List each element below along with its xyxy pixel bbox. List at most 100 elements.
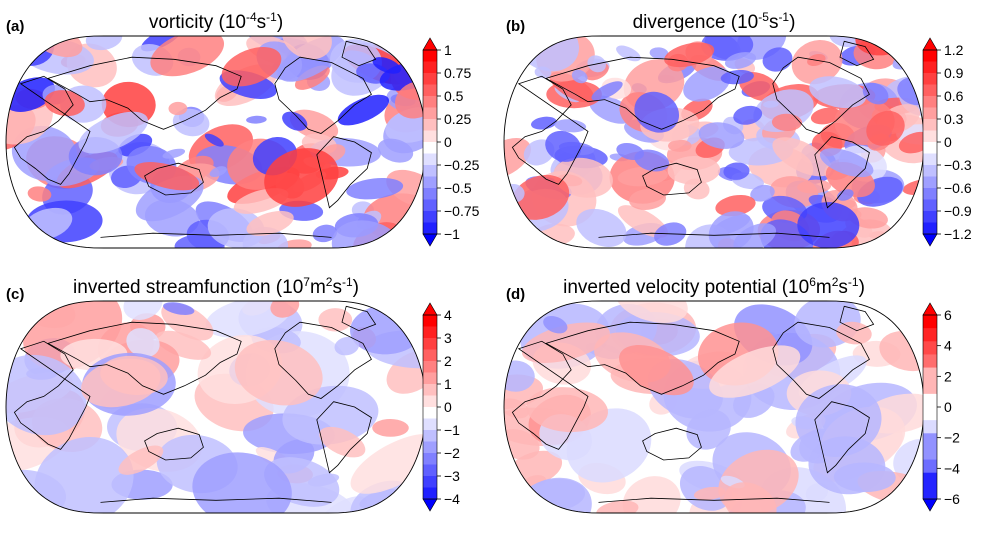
colorbar-segment — [423, 441, 437, 454]
anomaly-blob — [155, 330, 212, 360]
coastline — [274, 56, 372, 134]
coastline — [100, 232, 332, 238]
coastline — [839, 305, 875, 332]
anomaly-blob — [668, 139, 692, 152]
panel-c: (c) inverted streamfunction (107m2s-1) 4… — [5, 275, 460, 514]
anomaly-blob — [862, 82, 889, 105]
colorbar-segment — [923, 380, 937, 395]
colorbar-segment — [423, 418, 437, 431]
anomaly-blob — [531, 116, 557, 130]
anomaly-blob — [385, 106, 426, 143]
colorbar-segment — [923, 407, 937, 421]
anomaly-blob — [282, 111, 308, 131]
panel-label-c: (c) — [6, 286, 24, 303]
coastline — [814, 401, 870, 474]
colorbar-segment — [923, 472, 937, 487]
colorbar-tick-label: 0.3 — [944, 111, 964, 127]
coastline — [13, 340, 91, 450]
colorbar-tick-label: 4 — [944, 338, 952, 354]
anomaly-blob — [168, 101, 188, 116]
anomaly-blob — [771, 113, 803, 132]
colorbar-tick-label: 2 — [944, 368, 952, 384]
anomaly-blob — [667, 155, 721, 185]
anomaly-blob — [866, 110, 905, 146]
anomaly-blob — [708, 211, 754, 248]
colorbar-segment — [423, 372, 437, 385]
anomaly-blob — [619, 344, 694, 396]
colorbar-segment — [923, 130, 937, 143]
colorbar-max-arrow — [922, 302, 938, 316]
anomaly-blob — [617, 205, 669, 238]
anomaly-blob — [805, 483, 829, 502]
coastline — [46, 321, 242, 395]
anomaly-blob — [596, 500, 639, 513]
anomaly-blob — [772, 137, 832, 177]
globe-outline — [503, 300, 925, 514]
colorbar-segment — [423, 61, 437, 74]
anomaly-blob — [386, 169, 426, 208]
coastline — [511, 340, 589, 450]
colorbar-segment — [423, 338, 437, 350]
colorbar-segment — [923, 393, 937, 408]
colorbar-segment — [423, 326, 437, 339]
anomaly-blob — [346, 177, 404, 200]
anomaly-blob — [150, 36, 225, 77]
anomaly-blob — [123, 301, 163, 320]
anomaly-blob — [126, 328, 160, 358]
colorbar-segment — [923, 420, 937, 434]
anomaly-blob — [221, 47, 282, 87]
anomaly-blob — [85, 36, 123, 51]
coastline — [46, 56, 242, 130]
anomaly-blob — [100, 355, 168, 395]
anomaly-blob — [763, 100, 779, 108]
colorbar-max-arrow — [922, 37, 938, 51]
anomaly-blob — [534, 66, 552, 79]
colorbar-tick-label: 0 — [444, 399, 452, 415]
colorbar-tick-label: 0.5 — [444, 88, 464, 104]
coastline — [598, 497, 830, 503]
colorbar-segment — [423, 430, 437, 442]
panel-title-c: inverted streamfunction (107m2s-1) — [73, 275, 359, 298]
anomaly-blob — [686, 409, 731, 450]
coastline — [316, 401, 372, 474]
colorbar-tick-label: −0.3 — [944, 157, 972, 173]
colorbar-tick-label: 0.25 — [444, 111, 471, 127]
anomaly-blob — [307, 473, 340, 487]
anomaly-blob — [134, 162, 200, 191]
colorbar-tick-label: 0 — [944, 134, 952, 150]
anomaly-blob — [209, 166, 227, 178]
colorbar-tick-label: −2 — [944, 430, 960, 446]
anomaly-blob — [6, 46, 30, 65]
colorbar-segment — [923, 341, 937, 355]
panel-label-a: (a) — [6, 18, 24, 35]
colorbar-tick-label: 1 — [444, 42, 452, 58]
field-c — [6, 301, 426, 513]
anomaly-blob — [334, 336, 360, 356]
coastline — [274, 321, 372, 399]
anomaly-blob — [809, 76, 867, 109]
colorbar-segment — [923, 446, 937, 460]
anomaly-blob — [591, 81, 623, 101]
anomaly-blob — [733, 105, 763, 125]
colorbar-segment — [923, 165, 937, 177]
coastline — [341, 40, 377, 67]
colorbar-segment — [423, 165, 437, 177]
anomaly-blob — [511, 174, 570, 220]
anomaly-blob — [318, 308, 353, 332]
coastline — [598, 232, 830, 238]
anomaly-blob — [862, 393, 924, 434]
colorbar-segment — [423, 119, 437, 131]
anomaly-blob — [172, 108, 210, 137]
map-streamfunction — [5, 300, 427, 514]
panel-a: (a) vorticity (10-4s-1) 1 0.75 0.5 0.25 0 −0.… — [5, 10, 480, 249]
anomaly-blob — [377, 138, 414, 163]
anomaly-blob — [504, 398, 529, 419]
anomaly-blob — [762, 47, 793, 72]
anomaly-blob — [282, 36, 332, 60]
anomaly-blob — [750, 184, 775, 202]
map-vorticity — [5, 35, 427, 249]
colorbar-segment — [423, 487, 437, 500]
colorbar-tick-label: −0.6 — [944, 180, 972, 196]
colorbar-segment — [423, 315, 437, 327]
anomaly-blob — [350, 434, 426, 494]
